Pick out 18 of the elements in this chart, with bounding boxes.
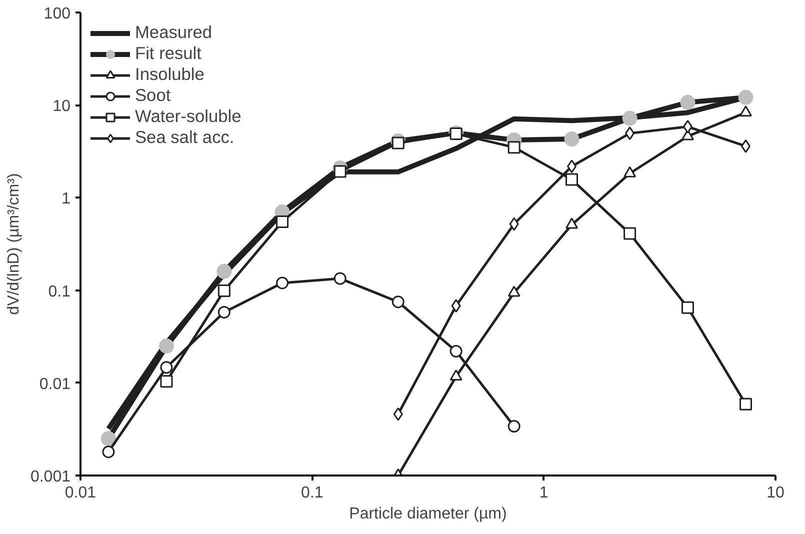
x-tick-label: 0.1 bbox=[301, 484, 324, 502]
y-tick-label: 10 bbox=[52, 98, 71, 116]
y-tick-label: 0.01 bbox=[39, 376, 71, 393]
x-tick-label: 1 bbox=[539, 484, 548, 502]
legend-label: Measured bbox=[135, 22, 212, 43]
legend-label: Sea salt acc. bbox=[135, 127, 234, 148]
x-axis-title: Particle diameter (µm) bbox=[349, 506, 507, 522]
x-tick-label: 10 bbox=[766, 484, 784, 502]
y-tick-label: 1 bbox=[62, 190, 71, 208]
y-tick-label: 0.1 bbox=[48, 283, 71, 300]
x-tick-label: 0.01 bbox=[64, 484, 96, 502]
legend-label: Soot bbox=[135, 85, 171, 106]
legend-label: Fit result bbox=[135, 43, 202, 64]
y-tick-label: 0.001 bbox=[30, 468, 71, 486]
legend-label: Water-soluble bbox=[135, 106, 242, 127]
legend-label: Insoluble bbox=[135, 64, 204, 85]
y-tick-label: 100 bbox=[44, 6, 71, 22]
y-axis-title: dV/d(lnD) (µm³/cm³) bbox=[5, 173, 22, 315]
